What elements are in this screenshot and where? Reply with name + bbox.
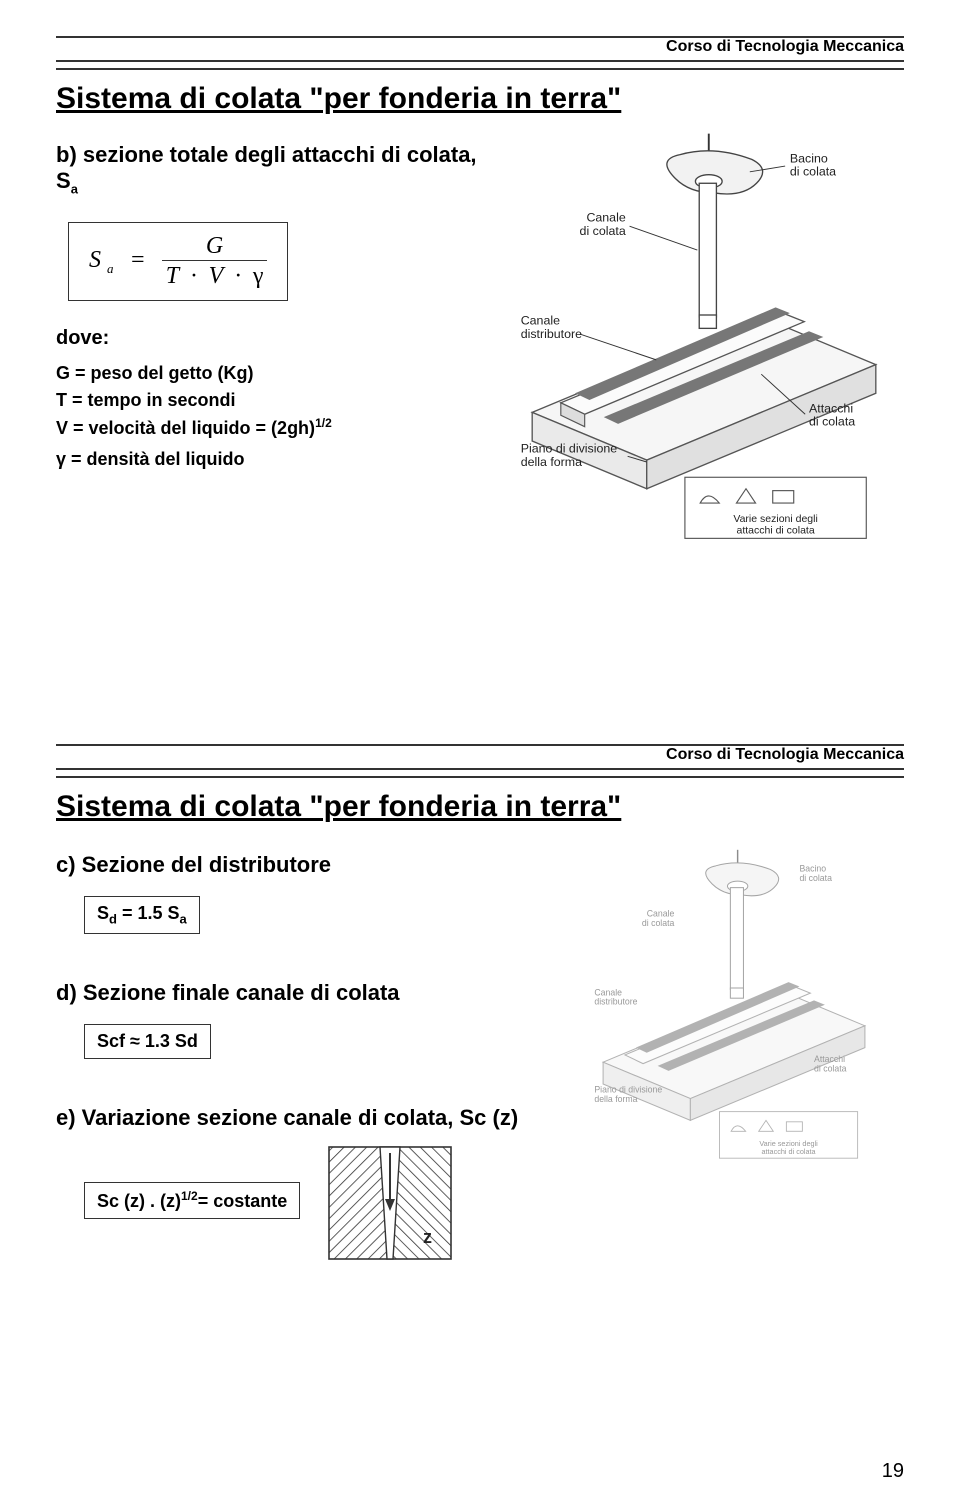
def-gamma: γ = densità del liquido [56, 446, 486, 473]
svg-text:Bacino: Bacino [799, 864, 826, 874]
dove-label: dove: [56, 327, 486, 350]
svg-text:di colata: di colata [814, 1064, 847, 1074]
formula-fraction: G T · V · γ [162, 233, 268, 290]
slide1-subtitle: b) sezione totale degli attacchi di cola… [56, 142, 486, 196]
svg-text:della forma: della forma [521, 455, 582, 469]
def-g: G = peso del getto (Kg) [56, 360, 486, 387]
section-c-head: c) Sezione del distributore [56, 852, 536, 878]
formula-lhs: S [89, 247, 101, 273]
formula-denominator: T · V · γ [162, 261, 268, 290]
page: Corso di Tecnologia Meccanica Sistema di… [0, 0, 960, 1501]
svg-text:Canale: Canale [647, 909, 675, 919]
course-label-2: Corso di Tecnologia Meccanica [56, 746, 904, 768]
formula-eq: = [130, 247, 146, 273]
slide1-left-column: b) sezione totale degli attacchi di cola… [56, 134, 486, 473]
label-canale-colata: Canale [586, 210, 625, 224]
svg-text:della forma: della forma [594, 1094, 637, 1104]
svg-text:di colata: di colata [809, 415, 855, 429]
subtitle-subscript: a [71, 181, 78, 196]
svg-text:di colata: di colata [799, 873, 832, 883]
course-label: Corso di Tecnologia Meccanica [56, 38, 904, 60]
definition-list: G = peso del getto (Kg) T = tempo in sec… [56, 360, 486, 473]
svg-text:distributore: distributore [521, 327, 582, 341]
svg-text:di colata: di colata [790, 165, 836, 179]
svg-text:di colata: di colata [642, 918, 675, 928]
svg-text:di colata: di colata [580, 224, 626, 238]
slide-2: Corso di Tecnologia Meccanica Sistema di… [56, 744, 904, 1382]
formula-lhs-sub: a [107, 261, 114, 276]
slide-1: Corso di Tecnologia Meccanica Sistema di… [56, 36, 904, 634]
slide2-content: c) Sezione del distributore Sd = 1.5 Sa … [56, 834, 904, 1382]
svg-text:attacchi di colata: attacchi di colata [761, 1147, 816, 1156]
slide1-content: b) sezione totale degli attacchi di cola… [56, 126, 904, 634]
section-e-head: e) Variazione sezione canale di colata, … [56, 1105, 536, 1131]
label-canale-distr: Canale [521, 314, 560, 328]
slide2-left-column: c) Sezione del distributore Sd = 1.5 Sa … [56, 842, 536, 1268]
slide2-title: Sistema di colata "per fonderia in terra… [56, 778, 904, 834]
z-label: z [423, 1227, 432, 1247]
svg-text:attacchi di colata: attacchi di colata [736, 525, 814, 537]
formula-sd: Sd = 1.5 Sa [84, 896, 200, 934]
svg-text:distributore: distributore [594, 997, 637, 1007]
def-v: V = velocità del liquido = (2gh)1/2 [56, 414, 486, 442]
def-t: T = tempo in secondi [56, 387, 486, 414]
subtitle-text: b) sezione totale degli attacchi di cola… [56, 142, 477, 193]
formula-sa: S a = G T · V · γ [68, 222, 288, 301]
svg-text:Canale: Canale [594, 987, 622, 997]
formula-scz: Sc (z) . (z)1/2= costante [84, 1182, 300, 1219]
label-varie: Varie sezioni degli [733, 513, 817, 525]
label-bacino: Bacino [790, 151, 828, 165]
formula-scf: Scf ≈ 1.3 Sd [84, 1024, 211, 1059]
mold-diagram-2: Bacino di colata Canale di colata Canale… [564, 844, 904, 1164]
formula-numerator: G [162, 233, 268, 261]
svg-text:Attacchi: Attacchi [814, 1054, 845, 1064]
label-piano: Piano di divisione [521, 441, 618, 455]
page-number: 19 [882, 1460, 904, 1483]
slide1-title: Sistema di colata "per fonderia in terra… [56, 70, 904, 126]
mold-diagram-1: Bacino di colata Canale di colata Canale… [504, 126, 904, 546]
label-attacchi: Attacchi [809, 401, 853, 415]
z-diagram: z [325, 1143, 455, 1268]
section-d-head: d) Sezione finale canale di colata [56, 980, 536, 1006]
svg-text:Piano di divisione: Piano di divisione [594, 1085, 662, 1095]
